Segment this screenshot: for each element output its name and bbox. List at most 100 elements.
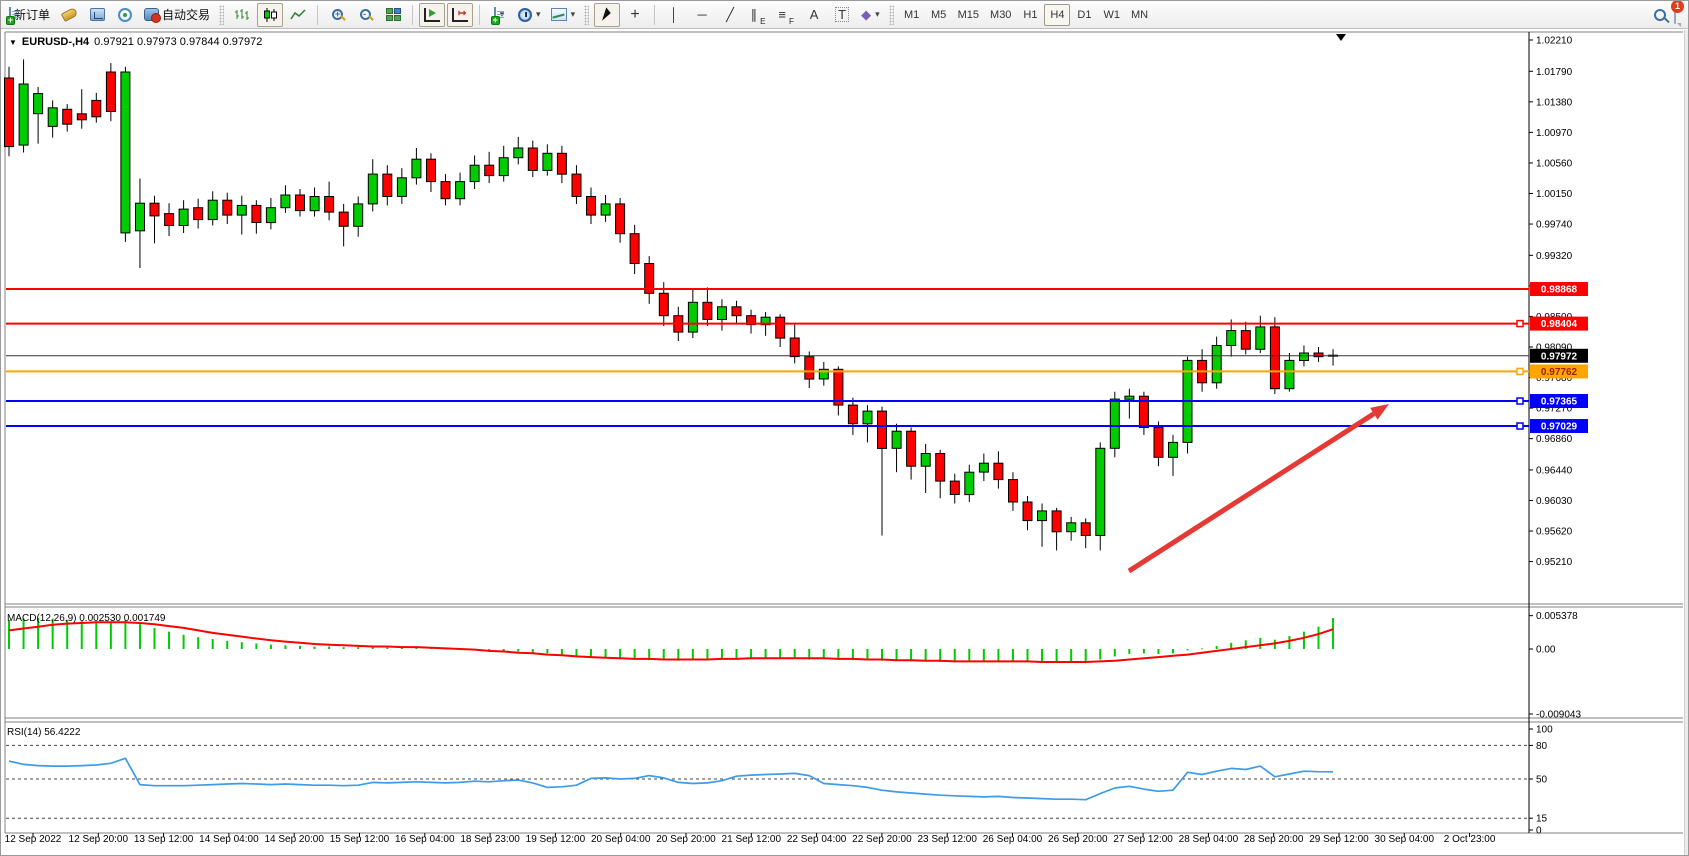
timeframe-button-h4[interactable]: H4 xyxy=(1044,3,1071,26)
svg-text:22 Sep 20:00: 22 Sep 20:00 xyxy=(852,834,912,845)
fibonacci-icon: ≡ xyxy=(778,7,786,22)
support-line-1[interactable]: 0.97365 xyxy=(6,394,1588,409)
chat-button[interactable]: 1 xyxy=(1671,1,1684,24)
periods-button[interactable]: ▾ xyxy=(514,3,545,27)
notification-badge: 1 xyxy=(1671,1,1684,13)
svg-text:0.97270: 0.97270 xyxy=(1536,404,1573,415)
resistance-line-2[interactable]: 0.98404 xyxy=(6,316,1588,331)
auto-scroll-button[interactable] xyxy=(419,2,446,27)
resistance-line-1[interactable]: 0.98868 xyxy=(6,282,1588,297)
chart-canvas[interactable]: 1.02210 1.01790 1.01380 1.00970 1.00560 1.001… xyxy=(1,30,1688,855)
timeframe-button-m1[interactable]: M1 xyxy=(903,8,920,21)
svg-text:1.00150: 1.00150 xyxy=(1536,189,1573,200)
trendline-icon: ╱ xyxy=(726,7,734,22)
svg-text:12 Sep 2022: 12 Sep 2022 xyxy=(5,834,62,845)
svg-text:0.00: 0.00 xyxy=(1536,645,1556,656)
channel-icon-sub: E xyxy=(760,16,766,26)
indicators-dropdown-arrow: ▾ xyxy=(499,9,505,19)
new-order-button[interactable]: + 新订单 xyxy=(5,3,54,27)
candlestick-chart-button[interactable] xyxy=(257,2,284,27)
svg-text:0.97680: 0.97680 xyxy=(1536,373,1573,384)
svg-text:0.99320: 0.99320 xyxy=(1536,251,1573,262)
timeframe-button-m5[interactable]: M5 xyxy=(930,8,947,21)
time-axis: 12 Sep 2022 12 Sep 20:00 13 Sep 12:00 14 Se… xyxy=(5,833,1496,845)
templates-button[interactable]: ▾ xyxy=(547,3,580,27)
zoom-out-icon: - xyxy=(359,9,371,20)
line-chart-icon xyxy=(290,8,306,19)
chart-dropdown-icon[interactable]: ▼ xyxy=(9,37,17,47)
svg-text:15 Sep 12:00: 15 Sep 12:00 xyxy=(330,834,390,845)
auto-trading-label: 自动交易 xyxy=(162,8,211,22)
indicators-button[interactable]: + ▾ xyxy=(486,3,512,27)
resistance-line-2-handle[interactable] xyxy=(1516,319,1524,328)
svg-text:26 Sep 20:00: 26 Sep 20:00 xyxy=(1048,834,1108,845)
timeframe-button-mn[interactable]: MN xyxy=(1130,8,1149,21)
channel-tool-button[interactable]: ∥ E xyxy=(745,3,771,27)
text-tool-icon: A xyxy=(809,7,819,22)
svg-text:0.005378: 0.005378 xyxy=(1536,611,1578,622)
chat-icon xyxy=(1674,4,1676,24)
timeframe-button-h1[interactable]: H1 xyxy=(1023,8,1038,21)
timeframe-button-m15[interactable]: M15 xyxy=(957,8,980,21)
svg-text:23 Sep 12:00: 23 Sep 12:00 xyxy=(917,834,977,845)
svg-text:14 Sep 04:00: 14 Sep 04:00 xyxy=(199,834,259,845)
macd-axis: 0.005378 0.00 -0.009043 xyxy=(1529,611,1581,721)
auto-trading-icon xyxy=(144,8,162,23)
rsi-indicator-label: RSI(14) 56.4222 xyxy=(7,727,81,738)
chart-shift-button[interactable]: ↦ xyxy=(447,2,474,27)
trendline-tool-button[interactable]: ╱ xyxy=(717,3,743,27)
shapes-tool-button[interactable]: ◆ ▾ xyxy=(857,3,884,27)
current-price-line: 0.97972 xyxy=(6,348,1588,363)
zoom-in-button[interactable]: + xyxy=(324,3,350,27)
auto-trading-button[interactable]: 自动交易 xyxy=(140,3,214,27)
search-icon[interactable] xyxy=(1654,8,1666,21)
support-line-1-handle[interactable] xyxy=(1516,397,1524,405)
fibonacci-tool-button[interactable]: ≡ F xyxy=(773,3,799,27)
support-line-2[interactable]: 0.97029 xyxy=(6,419,1588,434)
timeframe-button-m30[interactable]: M30 xyxy=(990,8,1012,21)
templates-dropdown-arrow: ▾ xyxy=(570,9,576,19)
text-label-icon: T xyxy=(835,7,850,22)
support-line-2-handle[interactable] xyxy=(1516,422,1524,430)
clock-icon xyxy=(518,7,533,22)
bar-chart-icon xyxy=(235,8,250,20)
svg-text:29 Sep 12:00: 29 Sep 12:00 xyxy=(1309,834,1369,845)
svg-text:0.95620: 0.95620 xyxy=(1536,527,1573,538)
svg-text:28 Sep 04:00: 28 Sep 04:00 xyxy=(1179,834,1239,845)
svg-text:0.96440: 0.96440 xyxy=(1536,465,1573,476)
auto-scroll-icon xyxy=(424,7,441,22)
vline-tool-button[interactable]: │ xyxy=(661,3,687,27)
pivot-line-orange[interactable]: 0.97762 xyxy=(6,364,1588,379)
candles-series xyxy=(4,59,1338,551)
svg-text:12 Sep 20:00: 12 Sep 20:00 xyxy=(69,834,129,845)
text-label-tool-button[interactable]: T xyxy=(829,3,855,27)
pivot-line-orange-handle[interactable] xyxy=(1516,367,1524,376)
hline-tool-button[interactable]: ─ xyxy=(689,3,715,27)
svg-text:1.01790: 1.01790 xyxy=(1536,67,1573,78)
tile-windows-button[interactable] xyxy=(380,3,406,27)
cursor-tool-button[interactable] xyxy=(594,2,621,27)
crayon-button[interactable] xyxy=(56,3,82,27)
timeframe-button-w1[interactable]: W1 xyxy=(1103,8,1120,21)
toolbar-grip-2 xyxy=(584,4,590,25)
template-icon xyxy=(550,8,567,21)
trend-arrow[interactable] xyxy=(1127,404,1389,574)
text-tool-button[interactable]: A xyxy=(801,3,827,27)
publish-chart-button[interactable] xyxy=(84,3,110,27)
chart-shift-marker[interactable] xyxy=(1336,34,1346,41)
macd-indicator-label: MACD(12,26,9) 0.002530 0.001749 xyxy=(7,613,166,624)
toolbar-grip-3 xyxy=(888,4,894,25)
fibonacci-icon-sub: F xyxy=(788,16,794,26)
svg-text:19 Sep 12:00: 19 Sep 12:00 xyxy=(526,834,586,845)
bar-chart-button[interactable] xyxy=(229,3,255,27)
svg-text:0.99740: 0.99740 xyxy=(1536,220,1573,231)
zoom-out-button[interactable]: - xyxy=(352,3,378,27)
signals-button[interactable] xyxy=(112,3,138,27)
chart-window[interactable]: ▼ EURUSD-,H4 0.97921 0.97973 0.97844 0.9… xyxy=(1,30,1688,855)
crosshair-tool-button[interactable]: + xyxy=(622,3,648,27)
new-order-icon: + xyxy=(6,6,15,25)
line-chart-button[interactable] xyxy=(285,3,311,27)
timeframe-button-d1[interactable]: D1 xyxy=(1077,8,1092,21)
svg-text:22 Sep 04:00: 22 Sep 04:00 xyxy=(787,834,847,845)
shapes-dropdown-arrow: ▾ xyxy=(875,9,880,19)
